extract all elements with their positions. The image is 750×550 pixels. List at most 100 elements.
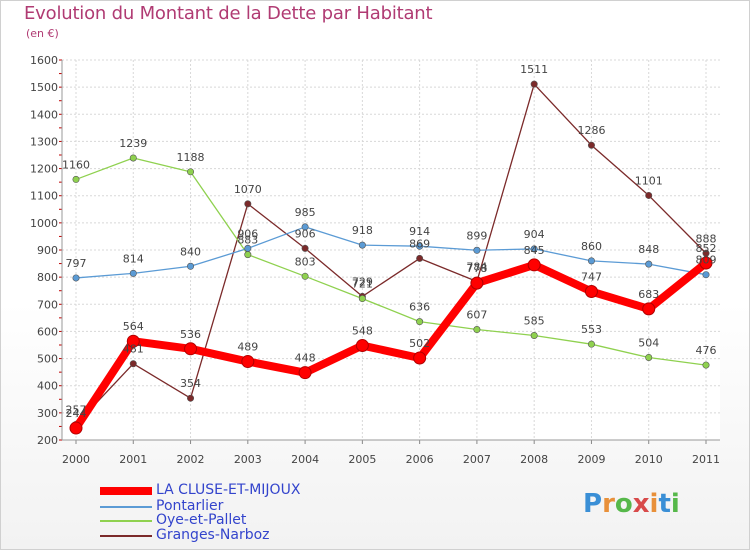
data-point	[645, 353, 653, 361]
data-point	[473, 246, 481, 254]
data-point	[129, 269, 137, 277]
data-label: 809	[696, 254, 717, 267]
data-point	[587, 340, 595, 348]
x-tick-label: 2004	[291, 453, 319, 466]
data-label: 814	[123, 252, 144, 265]
legend-label: Granges-Narboz	[156, 527, 270, 543]
data-label: 747	[581, 271, 602, 284]
legend-swatch	[100, 535, 152, 537]
data-point	[530, 80, 538, 88]
y-tick-label: 300	[37, 407, 58, 420]
y-tick-label: 1400	[30, 108, 58, 121]
data-point	[187, 394, 195, 402]
data-label: 636	[409, 301, 430, 314]
legend-label: Pontarlier	[156, 498, 224, 514]
data-label: 244	[66, 407, 87, 420]
data-label: 797	[66, 257, 87, 270]
data-point	[473, 326, 481, 334]
series-line	[75, 157, 707, 366]
data-label: 883	[237, 234, 258, 247]
y-tick-label: 500	[37, 353, 58, 366]
data-point	[129, 154, 137, 162]
data-label: 1188	[177, 151, 205, 164]
data-label: 869	[409, 237, 430, 250]
data-label: 985	[295, 206, 316, 219]
data-point	[358, 241, 366, 249]
x-tick-label: 2003	[234, 453, 262, 466]
data-point	[301, 244, 309, 252]
legend-swatch	[100, 506, 152, 508]
data-point	[358, 295, 366, 303]
y-tick-label: 800	[37, 271, 58, 284]
data-point	[187, 168, 195, 176]
data-label: 906	[237, 227, 258, 240]
series-line	[75, 226, 707, 279]
data-label: 607	[466, 309, 487, 322]
data-point	[702, 249, 710, 257]
series-line	[72, 259, 710, 433]
data-label: 257	[66, 404, 87, 417]
data-point	[72, 274, 80, 282]
data-point	[416, 318, 424, 326]
x-tick-label: 2002	[177, 453, 205, 466]
chart-unit: (en €)	[26, 27, 59, 40]
data-point	[530, 331, 538, 339]
data-label: 1070	[234, 183, 262, 196]
data-label: 860	[581, 240, 602, 253]
data-label: 683	[638, 288, 659, 301]
legend-label: Oye-et-Pallet	[156, 512, 247, 528]
data-point	[244, 200, 252, 208]
data-label: 585	[524, 315, 545, 328]
data-point	[355, 339, 369, 353]
data-point	[72, 175, 80, 183]
data-label: 476	[696, 344, 717, 357]
data-label: 489	[237, 341, 258, 354]
data-point	[129, 360, 137, 368]
x-tick-label: 2008	[520, 453, 548, 466]
y-tick-label: 1500	[30, 81, 58, 94]
data-label: 904	[524, 228, 545, 241]
data-point	[187, 262, 195, 270]
data-point	[416, 242, 424, 250]
data-point	[587, 141, 595, 149]
data-label: 481	[123, 343, 144, 356]
legend-swatch	[100, 487, 152, 495]
data-point	[645, 191, 653, 199]
y-tick-label: 700	[37, 298, 58, 311]
data-point	[244, 251, 252, 259]
data-label: 899	[466, 229, 487, 242]
proxiti-logo: Proxiti	[583, 489, 680, 519]
data-label: 1239	[119, 137, 147, 150]
data-point	[301, 223, 309, 231]
y-tick-label: 900	[37, 244, 58, 257]
data-label: 553	[581, 323, 602, 336]
data-point	[584, 285, 598, 299]
y-tick-label: 1300	[30, 135, 58, 148]
x-tick-label: 2011	[692, 453, 720, 466]
data-label: 564	[123, 320, 144, 333]
series-line	[75, 83, 707, 426]
data-label: 803	[295, 255, 316, 268]
data-point	[244, 244, 252, 252]
data-label: 721	[352, 278, 373, 291]
data-label: 1286	[577, 124, 605, 137]
data-point	[301, 272, 309, 280]
data-label: 504	[638, 336, 659, 349]
data-label: 448	[295, 352, 316, 365]
chart-title: Evolution du Montant de la Dette par Hab…	[24, 3, 433, 24]
x-tick-label: 2010	[635, 453, 663, 466]
y-tick-label: 1100	[30, 190, 58, 203]
data-label: 1160	[62, 158, 90, 171]
y-tick-label: 1000	[30, 217, 58, 230]
legend-label: LA CLUSE-ET-MIJOUX	[156, 482, 301, 498]
data-point	[126, 334, 140, 348]
data-label: 888	[696, 232, 717, 245]
legend-swatch	[100, 520, 152, 522]
data-label: 906	[295, 227, 316, 240]
data-label: 536	[180, 328, 201, 341]
data-label: 840	[180, 245, 201, 258]
y-tick-label: 600	[37, 325, 58, 338]
data-point	[530, 245, 538, 253]
data-point	[69, 421, 83, 435]
